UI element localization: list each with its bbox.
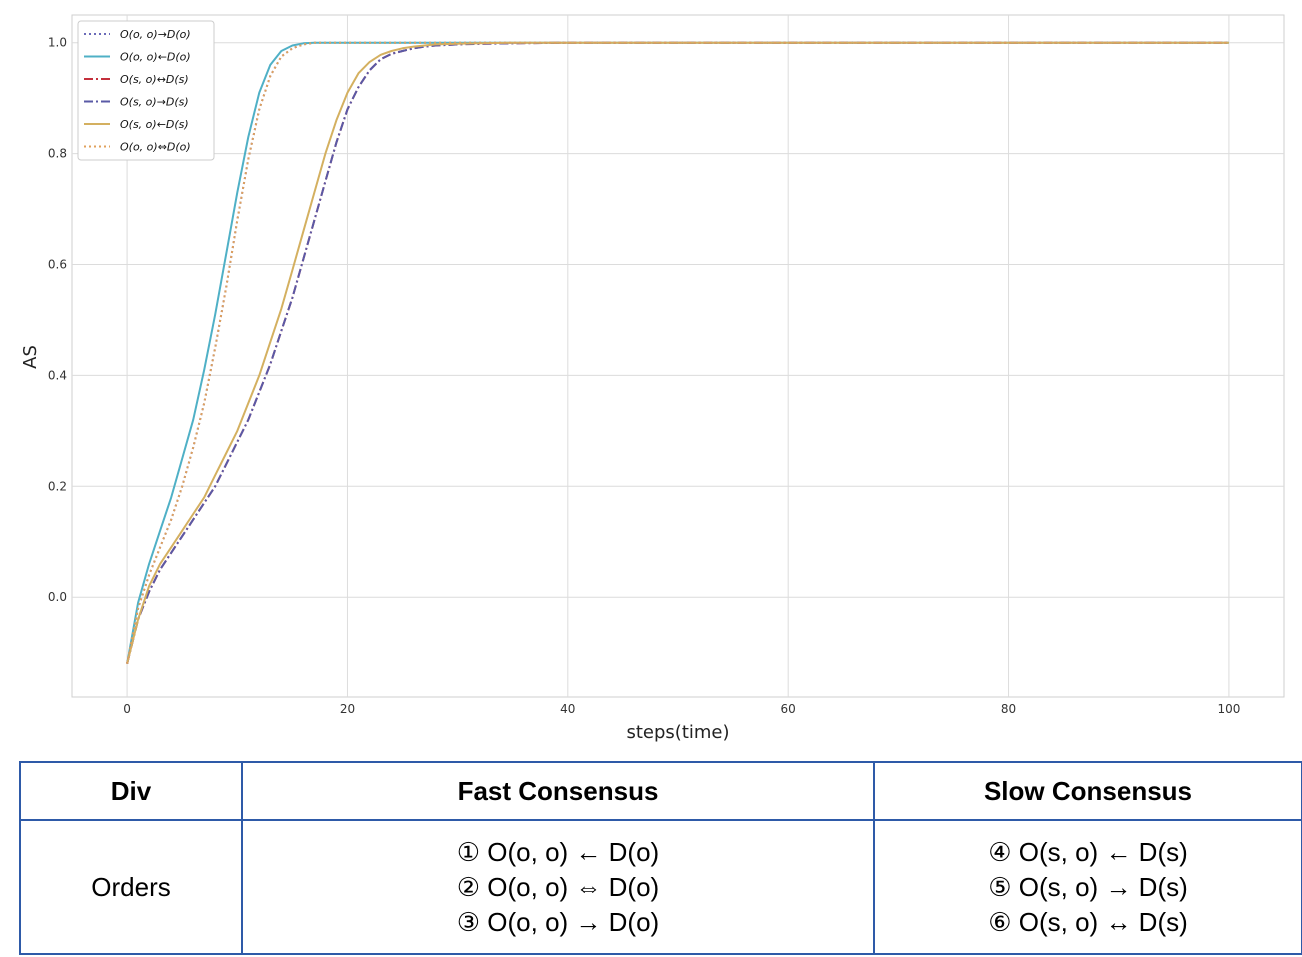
header-div: Div (19, 761, 243, 821)
header-fast-consensus: Fast Consensus (241, 761, 875, 821)
y-tick-label: 0.6 (48, 258, 67, 272)
slow-order-1: ④ O(s, o) ← D(s) (988, 836, 1188, 867)
fast-order-2: ② O(o, o) ⇔ D(o) (456, 871, 660, 902)
table-header-row: Div Fast Consensus Slow Consensus (19, 761, 1302, 821)
x-tick-label: 80 (1001, 702, 1016, 716)
y-axis-label: AS (20, 345, 41, 369)
legend-entry: O(o, o)←D(o) (120, 51, 191, 64)
legend-box (77, 20, 215, 161)
y-tick-label: 0.0 (48, 590, 67, 604)
series-lines (126, 41, 1229, 664)
y-tick-label: 1.0 (48, 36, 67, 50)
header-slow-consensus: Slow Consensus (873, 761, 1302, 821)
row-label-orders: Orders (19, 819, 243, 955)
y-tick-label: 0.2 (48, 479, 67, 493)
y-tick-label: 0.4 (48, 368, 67, 382)
legend-entry: O(s, o)→D(s) (120, 96, 189, 109)
legend-entry: O(o, o)→D(o) (120, 28, 191, 41)
slow-order-2: ⑤ O(s, o) → D(s) (988, 871, 1188, 902)
x-tick-label: 0 (123, 702, 131, 716)
x-axis-label: steps(time) (626, 722, 729, 743)
slow-consensus-cell: ④ O(s, o) ← D(s) ⑤ O(s, o) → D(s) ⑥ O(s,… (873, 819, 1302, 955)
legend-entry: O(o, o)⇔D(o) (120, 141, 191, 154)
tick-labels: 0 20 40 60 80 100 0.0 0.2 0.4 0.6 0.8 1.0 (48, 36, 1240, 716)
table-row: Orders ① O(o, o) ← D(o) ② O(o, o) ⇔ D(o)… (19, 819, 1302, 955)
slow-order-3: ⑥ O(s, o) ↔ D(s) (988, 906, 1188, 937)
fast-order-3: ③ O(o, o) → D(o) (456, 906, 660, 937)
y-tick-label: 0.8 (48, 147, 67, 161)
legend-entry: O(s, o)←D(s) (120, 118, 189, 131)
legend: O(o, o)→D(o) O(o, o)←D(o) O(s, o)↔D(s) O(s,… (77, 20, 215, 161)
legend-entry: O(s, o)↔D(s) (120, 73, 189, 86)
x-tick-label: 40 (560, 702, 575, 716)
fast-order-1: ① O(o, o) ← D(o) (456, 836, 660, 867)
x-tick-label: 100 (1217, 702, 1240, 716)
series-line (126, 41, 1229, 664)
x-tick-label: 20 (340, 702, 355, 716)
fast-consensus-cell: ① O(o, o) ← D(o) ② O(o, o) ⇔ D(o) ③ O(o,… (241, 819, 875, 955)
summary-table: Div Fast Consensus Slow Consensus Orders… (19, 761, 1302, 955)
series-line (126, 41, 1229, 664)
x-tick-label: 60 (781, 702, 796, 716)
line-chart: 0 20 40 60 80 100 0.0 0.2 0.4 0.6 0.8 1.0 steps(tim… (20, 14, 1285, 743)
